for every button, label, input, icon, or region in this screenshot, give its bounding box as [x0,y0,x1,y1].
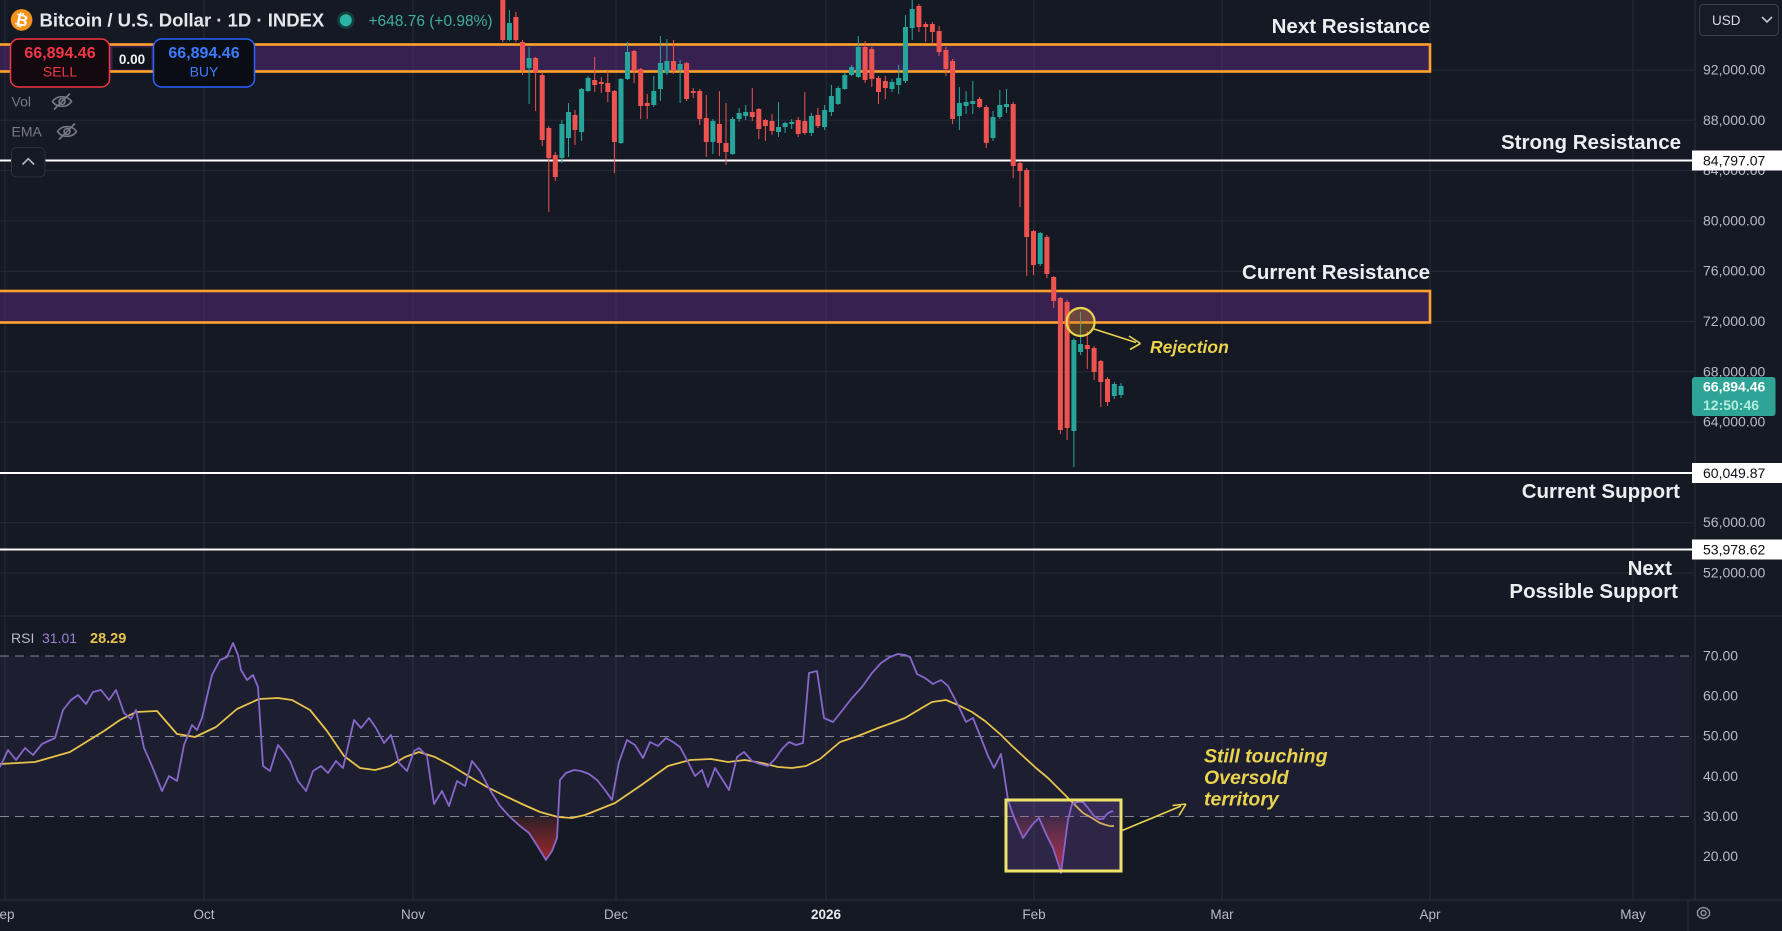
svg-text:EMA: EMA [12,124,43,140]
svg-text:2026: 2026 [811,907,842,922]
svg-text:Next: Next [1628,557,1673,580]
svg-text:66,894.46: 66,894.46 [168,45,239,62]
svg-text:68,000.00: 68,000.00 [1703,363,1765,379]
svg-text:+648.76 (+0.98%): +648.76 (+0.98%) [369,13,493,30]
svg-text:53,978.62: 53,978.62 [1703,542,1765,558]
svg-text:12:50:46: 12:50:46 [1703,397,1759,413]
svg-text:Strong Resistance: Strong Resistance [1501,131,1681,154]
svg-text:Current Resistance: Current Resistance [1242,261,1430,284]
svg-text:Apr: Apr [1419,907,1441,922]
svg-text:56,000.00: 56,000.00 [1703,514,1765,530]
svg-text:Nov: Nov [401,907,425,922]
svg-text:RSI: RSI [11,630,34,646]
svg-text:52,000.00: 52,000.00 [1703,565,1765,581]
svg-text:Oct: Oct [193,907,214,922]
svg-text:Sep: Sep [0,907,15,922]
svg-text:80,000.00: 80,000.00 [1703,212,1765,228]
svg-text:72,000.00: 72,000.00 [1703,313,1765,329]
svg-text:28.29: 28.29 [90,631,126,647]
svg-text:Bitcoin / U.S. Dollar · 1D · I: Bitcoin / U.S. Dollar · 1D · INDEX [40,10,325,31]
svg-text:May: May [1620,907,1646,922]
svg-text:Feb: Feb [1022,907,1045,922]
svg-text:60.00: 60.00 [1703,688,1738,704]
svg-text:30.00: 30.00 [1703,808,1738,824]
svg-text:BUY: BUY [190,64,219,80]
svg-text:20.00: 20.00 [1703,848,1738,864]
svg-text:92,000.00: 92,000.00 [1703,62,1765,78]
svg-text:0.00: 0.00 [119,52,145,67]
svg-text:66,894.46: 66,894.46 [24,45,95,62]
svg-text:88,000.00: 88,000.00 [1703,112,1765,128]
svg-text:31.01: 31.01 [42,630,77,646]
svg-text:50.00: 50.00 [1703,728,1738,744]
svg-text:Mar: Mar [1210,907,1234,922]
svg-text:Current Support: Current Support [1522,480,1680,503]
svg-text:Next Resistance: Next Resistance [1272,15,1430,38]
svg-text:Vol: Vol [12,94,31,110]
svg-text:Possible Support: Possible Support [1509,580,1678,603]
svg-text:SELL: SELL [43,64,77,80]
svg-text:60,049.87: 60,049.87 [1703,465,1765,481]
svg-text:70.00: 70.00 [1703,648,1738,664]
svg-text:Rejection: Rejection [1150,337,1229,357]
svg-text:USD: USD [1712,13,1741,28]
svg-text:₿: ₿ [13,10,30,30]
svg-text:40.00: 40.00 [1703,768,1738,784]
svg-text:76,000.00: 76,000.00 [1703,263,1765,279]
svg-text:66,894.46: 66,894.46 [1703,379,1765,395]
svg-text:64,000.00: 64,000.00 [1703,414,1765,430]
svg-text:Still touching: Still touching [1204,746,1328,768]
svg-text:territory: territory [1204,789,1280,811]
svg-text:84,797.07: 84,797.07 [1703,153,1765,169]
svg-text:Oversold: Oversold [1204,767,1290,789]
svg-text:Dec: Dec [604,907,628,922]
